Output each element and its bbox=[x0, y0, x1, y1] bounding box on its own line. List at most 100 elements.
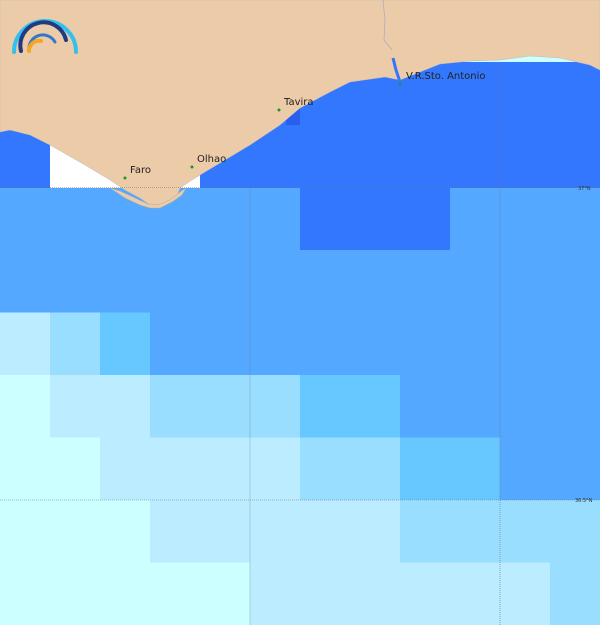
river bbox=[382, 0, 393, 51]
grid-cell bbox=[550, 500, 600, 563]
grid-cell bbox=[550, 437, 600, 501]
grid-cell bbox=[100, 437, 151, 501]
grid-cell bbox=[250, 500, 301, 563]
grid-cell bbox=[150, 500, 201, 563]
grid-cell bbox=[300, 437, 351, 501]
grid-cell bbox=[0, 437, 51, 501]
grid-cell bbox=[350, 375, 401, 438]
grid-cell bbox=[250, 250, 301, 313]
grid-cell bbox=[500, 312, 551, 376]
grid-cell bbox=[200, 500, 251, 563]
grid-cell bbox=[450, 250, 501, 313]
guadiana-river bbox=[391, 57, 402, 83]
grid-cell bbox=[200, 375, 251, 438]
grid-cell bbox=[350, 562, 401, 625]
grid-cell bbox=[0, 375, 51, 438]
grid-cell bbox=[550, 562, 600, 625]
logo-icon bbox=[12, 19, 78, 54]
grid-cell bbox=[100, 500, 151, 563]
grid-cell bbox=[400, 562, 451, 625]
grid-cell bbox=[250, 437, 301, 501]
grid-cell bbox=[50, 562, 101, 625]
grid-cell bbox=[450, 562, 501, 625]
place-marker bbox=[277, 108, 281, 112]
grid-cell bbox=[200, 437, 251, 501]
grid-cell bbox=[250, 562, 301, 625]
grid-cell bbox=[300, 375, 351, 438]
grid-cell bbox=[500, 250, 551, 313]
lat-label-36-5: 36.5°N bbox=[575, 498, 593, 504]
grid-cell bbox=[50, 500, 101, 563]
place-label-tavira: Tavira bbox=[283, 97, 314, 108]
grid-cell bbox=[250, 187, 301, 251]
grid-cell bbox=[400, 312, 451, 376]
grid-cell bbox=[350, 187, 401, 251]
grid-cell bbox=[500, 500, 551, 563]
grid-cell bbox=[550, 312, 600, 376]
grid-cell bbox=[250, 375, 301, 438]
grid-cell bbox=[550, 187, 600, 251]
grid-cell bbox=[50, 375, 101, 438]
grid-cell bbox=[200, 250, 251, 313]
grid-cell bbox=[400, 437, 451, 501]
grid-cell bbox=[450, 312, 501, 376]
grid-cell bbox=[550, 250, 600, 313]
place-label-faro: Faro bbox=[130, 165, 151, 176]
grid-cell bbox=[350, 437, 401, 501]
grid-cell bbox=[200, 562, 251, 625]
grid-cell bbox=[300, 312, 351, 376]
grid-cell bbox=[0, 187, 51, 251]
grid-cell bbox=[50, 312, 101, 376]
grid-cell bbox=[200, 187, 251, 251]
place-marker bbox=[398, 82, 402, 86]
grid-cell bbox=[500, 187, 551, 251]
grid-cell bbox=[250, 312, 301, 376]
grid-cell bbox=[500, 562, 551, 625]
place-label-vr-sto-antonio: V.R.Sto. Antonio bbox=[406, 71, 486, 82]
grid-cell bbox=[450, 437, 501, 501]
grid-cell bbox=[150, 250, 201, 313]
grid-cell bbox=[50, 437, 101, 501]
grid-cell bbox=[500, 437, 551, 501]
grid-cell bbox=[450, 500, 501, 563]
place-marker bbox=[123, 176, 127, 180]
grid-cell bbox=[300, 562, 351, 625]
grid-cell bbox=[0, 312, 51, 376]
grid-cell bbox=[350, 312, 401, 376]
grid-cell bbox=[550, 375, 600, 438]
grid-cell bbox=[150, 437, 201, 501]
grid-cell bbox=[350, 500, 401, 563]
grid-cell bbox=[400, 500, 451, 563]
grid-cell bbox=[350, 250, 401, 313]
grid-cell bbox=[200, 312, 251, 376]
barrier-islands bbox=[109, 187, 187, 209]
sea-grid bbox=[0, 187, 600, 625]
grid-cell bbox=[0, 562, 51, 625]
grid-cell bbox=[400, 375, 451, 438]
place-tavira[interactable]: Tavira bbox=[277, 97, 314, 112]
grid-cell bbox=[150, 562, 201, 625]
lat-label-37: 37°N bbox=[578, 186, 591, 192]
grid-cell bbox=[300, 250, 351, 313]
grid-cell bbox=[500, 375, 551, 438]
grid-cell bbox=[300, 187, 351, 251]
grid-cell bbox=[300, 500, 351, 563]
land bbox=[0, 0, 600, 208]
grid-cell bbox=[0, 250, 51, 313]
place-faro[interactable]: Faro bbox=[123, 165, 151, 180]
grid-cell bbox=[450, 375, 501, 438]
place-vr-sto-antonio[interactable]: V.R.Sto. Antonio bbox=[398, 71, 486, 86]
grid-cell bbox=[0, 500, 51, 563]
grid-cell bbox=[100, 250, 151, 313]
grid-cell bbox=[50, 250, 101, 313]
grid-cell bbox=[50, 187, 101, 251]
grid-cell bbox=[100, 375, 151, 438]
grid-cell bbox=[100, 312, 151, 376]
place-label-olhao: Olhao bbox=[197, 154, 226, 165]
grid-cell bbox=[150, 375, 201, 438]
grid-cell bbox=[400, 250, 451, 313]
grid-cell bbox=[150, 312, 201, 376]
grid-cell bbox=[400, 187, 451, 251]
place-olhao[interactable]: Olhao bbox=[190, 154, 227, 169]
